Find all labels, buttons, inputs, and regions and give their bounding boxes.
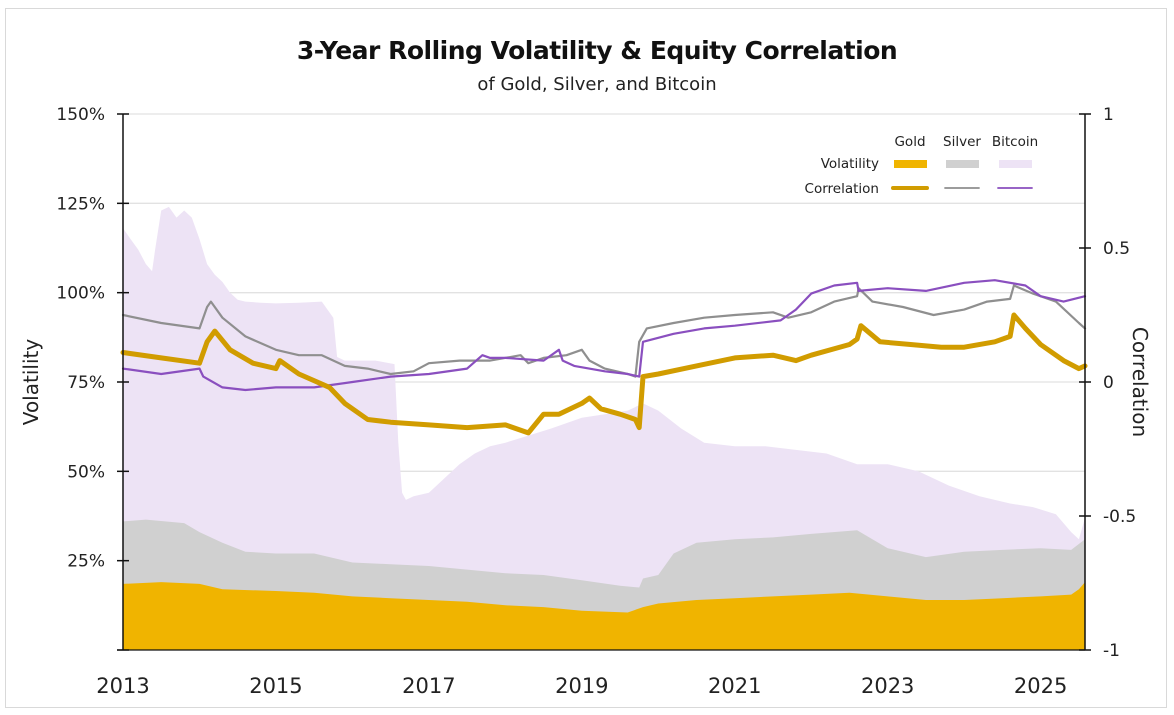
legend-column-silver: Silver <box>943 134 981 150</box>
y2-tick-label: 0.5 <box>1103 239 1130 259</box>
chart-subtitle: of Gold, Silver, and Bitcoin <box>477 74 716 95</box>
bitcoin-correlation-line <box>121 279 1087 392</box>
legend-swatch-silver-vol <box>946 160 979 168</box>
y2-axis-label: Correlation <box>1128 327 1152 437</box>
legend-row-correlation: Correlation <box>805 181 879 197</box>
y2-tick-label: -1 <box>1103 641 1120 661</box>
x-tick-label: 2017 <box>402 674 455 698</box>
y2-tick-label: 1 <box>1103 105 1114 125</box>
x-tick-label: 2013 <box>96 674 149 698</box>
legend-column-bitcoin: Bitcoin <box>992 134 1038 150</box>
gold-correlation-line <box>120 312 1088 436</box>
y-tick-label: 75% <box>67 373 105 393</box>
x-tick-label: 2021 <box>708 674 761 698</box>
y-axis-label: Volatility <box>19 339 43 426</box>
legend-swatch-bitcoin-vol <box>999 160 1032 168</box>
silver-correlation-line <box>121 284 1087 378</box>
x-tick-label: 2023 <box>861 674 914 698</box>
chart-title: 3-Year Rolling Volatility & Equity Corre… <box>297 36 897 65</box>
x-tick-label: 2025 <box>1014 674 1067 698</box>
y-tick-label: 150% <box>56 105 105 125</box>
y-tick-label: 50% <box>67 462 105 482</box>
y-tick-label: 125% <box>56 194 105 214</box>
y2-tick-label: 0 <box>1103 373 1114 393</box>
gold-volatility-area <box>123 582 1085 650</box>
y-tick-label: 25% <box>67 552 105 572</box>
y-tick-label: 100% <box>56 284 105 304</box>
x-tick-label: 2015 <box>249 674 302 698</box>
y2-tick-label: -0.5 <box>1103 507 1136 527</box>
legend-column-gold: Gold <box>894 134 925 150</box>
x-tick-label: 2019 <box>555 674 608 698</box>
legend-swatch-gold-vol <box>894 160 927 168</box>
legend-row-volatility: Volatility <box>821 156 879 172</box>
